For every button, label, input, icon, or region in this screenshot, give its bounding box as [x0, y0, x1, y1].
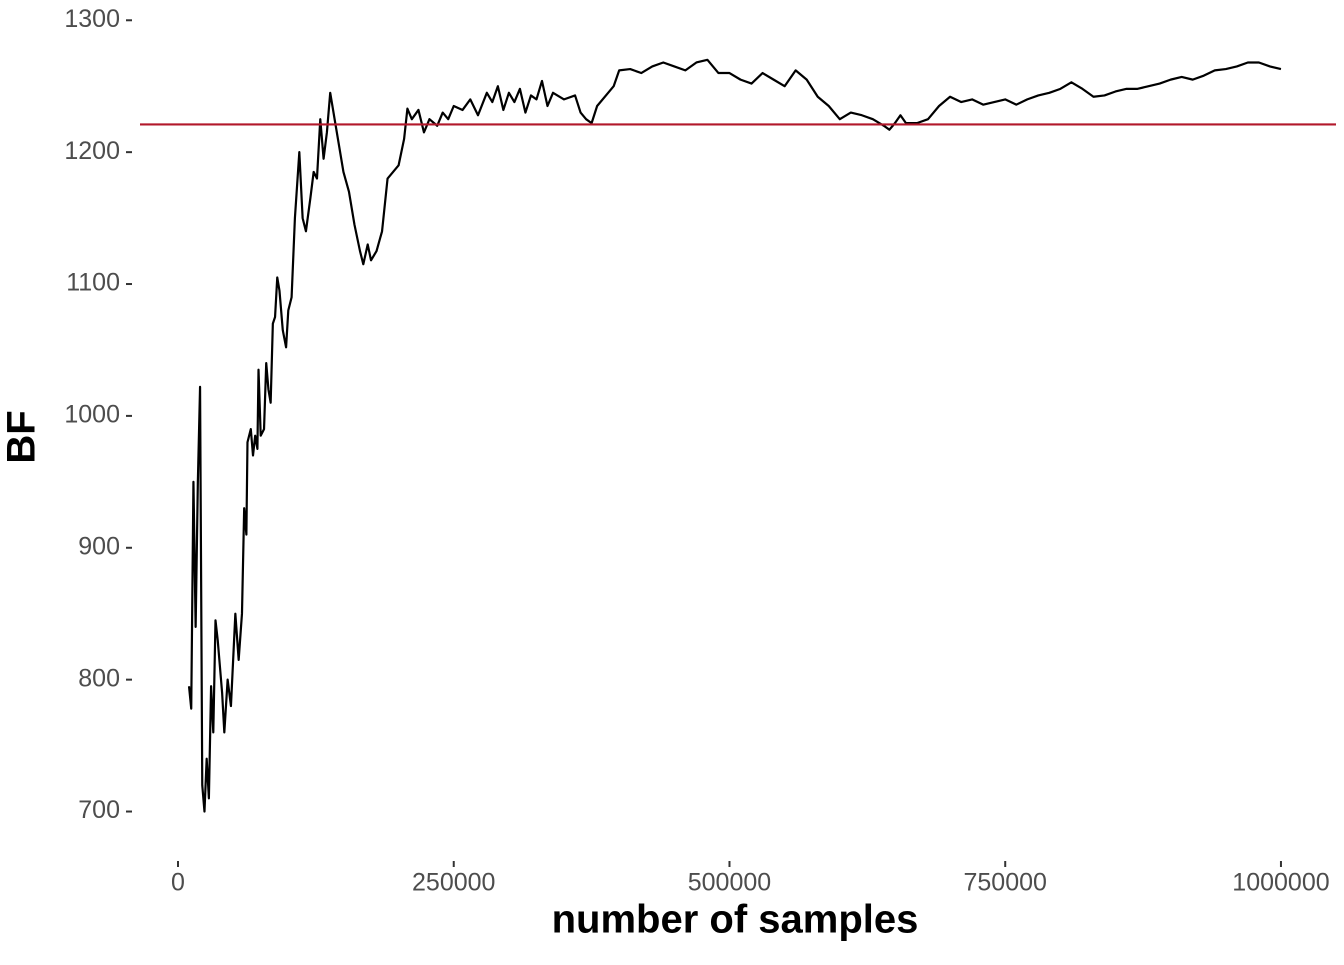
y-tick-label: 800: [78, 664, 120, 692]
x-axis-title: number of samples: [552, 898, 919, 942]
y-tick-label: 1300: [64, 5, 120, 33]
x-tick-label: 500000: [688, 869, 771, 897]
y-tick-label: 1200: [64, 137, 120, 165]
y-tick-label: 1100: [66, 269, 120, 297]
x-tick-label: 1000000: [1232, 869, 1329, 897]
data-line: [187, 58, 1282, 813]
y-axis-title: BF: [0, 410, 44, 463]
x-tick-label: 0: [171, 869, 185, 897]
x-tick-label: 250000: [412, 869, 495, 897]
x-tick-label: 750000: [964, 869, 1047, 897]
y-tick-label: 1000: [64, 401, 120, 429]
y-tick-label: 700: [78, 796, 120, 824]
y-tick-label: 900: [78, 532, 120, 560]
